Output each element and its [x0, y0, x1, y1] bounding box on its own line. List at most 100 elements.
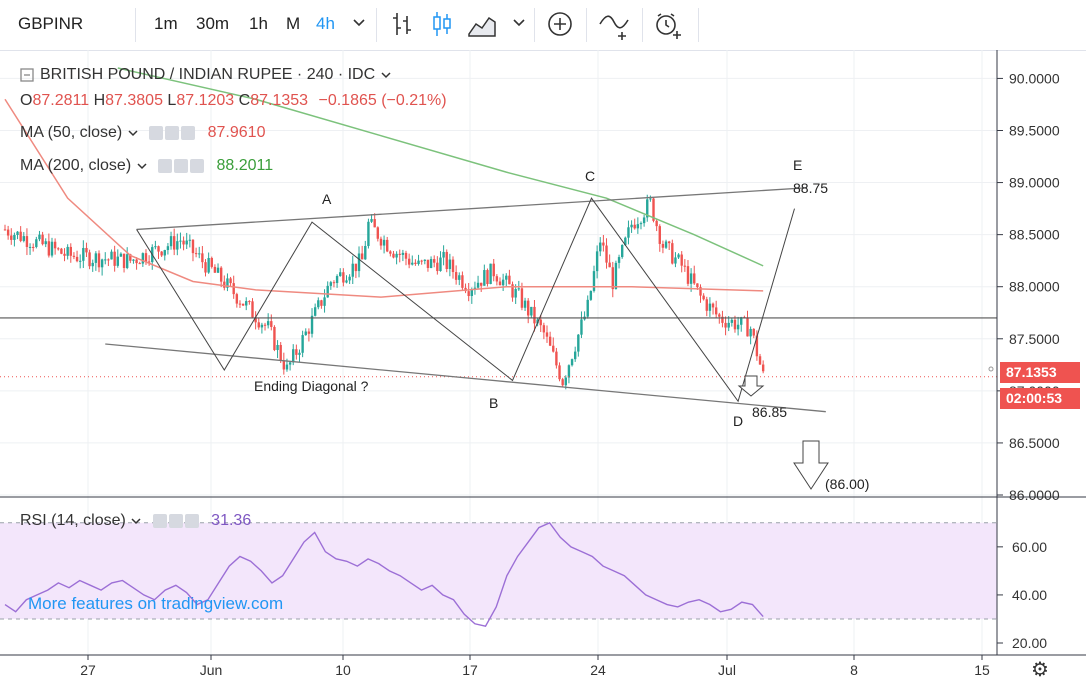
- candle-body: [429, 259, 433, 268]
- rsi-y-tick-label: 60.00: [1012, 539, 1047, 555]
- candle-body: [426, 259, 430, 268]
- candle-body: [423, 259, 427, 261]
- gear-icon[interactable]: ⚙: [1031, 659, 1049, 681]
- candle-body: [407, 258, 411, 265]
- candle-body: [711, 303, 715, 308]
- last-price-tag: 87.1353: [1000, 362, 1080, 383]
- candle-body: [552, 345, 555, 352]
- candle-body: [357, 253, 361, 272]
- candle-body: [245, 301, 248, 306]
- area-chart-icon[interactable]: [467, 10, 497, 38]
- candle-body: [677, 254, 680, 258]
- candle-body: [273, 326, 276, 351]
- candle-body: [652, 198, 655, 221]
- chevron-down-icon[interactable]: [136, 160, 148, 172]
- ma50-value: 87.9610: [207, 124, 266, 142]
- collapse-icon[interactable]: [20, 68, 34, 82]
- candle-body: [201, 253, 204, 263]
- chevron-down-icon[interactable]: [130, 515, 142, 527]
- candle-body: [116, 256, 119, 266]
- candle-body: [379, 238, 383, 246]
- candle-body: [630, 224, 633, 228]
- candle-body: [248, 301, 251, 303]
- candle-body: [119, 253, 123, 257]
- candle-body: [260, 324, 264, 328]
- candle-body: [376, 227, 380, 239]
- chevron-down-icon[interactable]: [512, 16, 526, 30]
- rsi-label: RSI (14, close): [20, 512, 126, 530]
- candle-body: [232, 283, 235, 295]
- candle-body: [467, 291, 470, 297]
- watermark-link[interactable]: More features on tradingview.com: [28, 594, 284, 613]
- candle-body: [216, 267, 220, 273]
- candle-body: [746, 317, 749, 337]
- candles-icon[interactable]: [430, 10, 454, 38]
- candle-body: [740, 317, 743, 325]
- candle-body: [138, 263, 141, 265]
- candle-body: [6, 229, 10, 236]
- candle-body: [699, 287, 702, 296]
- add-compare-icon[interactable]: [546, 10, 574, 38]
- candle-body: [392, 253, 395, 258]
- open-label: O: [20, 92, 33, 109]
- candle-body: [16, 231, 19, 236]
- chevron-down-icon[interactable]: [380, 69, 392, 81]
- candle-body: [655, 220, 658, 227]
- candle-body: [323, 297, 326, 306]
- candle-body: [436, 262, 439, 272]
- chevron-down-icon[interactable]: [127, 127, 139, 139]
- timeframe-1h[interactable]: 1h: [249, 14, 268, 33]
- candle-body: [88, 252, 91, 267]
- timeframe-4h[interactable]: 4h: [316, 14, 335, 33]
- timeframe-1m[interactable]: 1m: [154, 14, 178, 33]
- bar-chart-icon[interactable]: [390, 10, 414, 38]
- alert-icon[interactable]: [652, 10, 684, 40]
- candle-body: [348, 276, 351, 281]
- candle-body: [219, 267, 223, 282]
- timeframe-M[interactable]: M: [286, 14, 301, 33]
- candle-body: [28, 246, 32, 248]
- gear-icon: [174, 158, 189, 173]
- candle-body: [147, 261, 151, 263]
- candle-body: [605, 245, 608, 263]
- candle-body: [523, 300, 527, 308]
- ohlc-row: O87.2811 H87.3805 L87.1203 C87.1353 −0.1…: [20, 92, 447, 110]
- candle-body: [13, 235, 16, 240]
- indicators-icon[interactable]: [598, 10, 632, 40]
- toolbar-divider: [698, 8, 699, 42]
- candle-body: [307, 331, 311, 334]
- ma50-legend: MA (50, close) 87.9610: [20, 124, 265, 142]
- candle-body: [125, 254, 129, 268]
- symbol-search[interactable]: GBPINR: [18, 14, 84, 33]
- candle-body: [671, 243, 674, 264]
- candle-body: [35, 239, 38, 247]
- candle-body: [514, 289, 517, 298]
- candle-body: [141, 253, 145, 264]
- low-value: 87.1203: [176, 92, 235, 109]
- candle-body: [401, 252, 405, 255]
- chevron-down-icon[interactable]: [352, 16, 366, 30]
- candle-body: [414, 262, 417, 264]
- candle-body: [154, 246, 157, 248]
- candle-body: [611, 267, 614, 290]
- indicator-controls[interactable]: [158, 157, 206, 175]
- candle-body: [411, 262, 414, 265]
- candle-body: [60, 248, 63, 254]
- candle-body: [104, 259, 107, 261]
- candle-body: [442, 251, 445, 258]
- candle-body: [100, 259, 104, 268]
- candle-body: [470, 289, 474, 297]
- open-value: 87.2811: [32, 92, 90, 109]
- rsi-polyline: [4, 521, 764, 627]
- y-tick-label: 89.5000: [1009, 122, 1060, 138]
- rsi-band: [0, 522, 997, 620]
- candle-body: [420, 260, 423, 262]
- indicator-controls[interactable]: [149, 124, 197, 142]
- timeframe-30m[interactable]: 30m: [196, 14, 230, 33]
- indicator-controls[interactable]: [152, 512, 201, 530]
- candle-body: [508, 275, 511, 285]
- axes: 86.000086.500087.000087.500088.000088.50…: [0, 50, 1086, 681]
- toolbar-divider: [642, 8, 643, 42]
- candle-body: [254, 317, 257, 323]
